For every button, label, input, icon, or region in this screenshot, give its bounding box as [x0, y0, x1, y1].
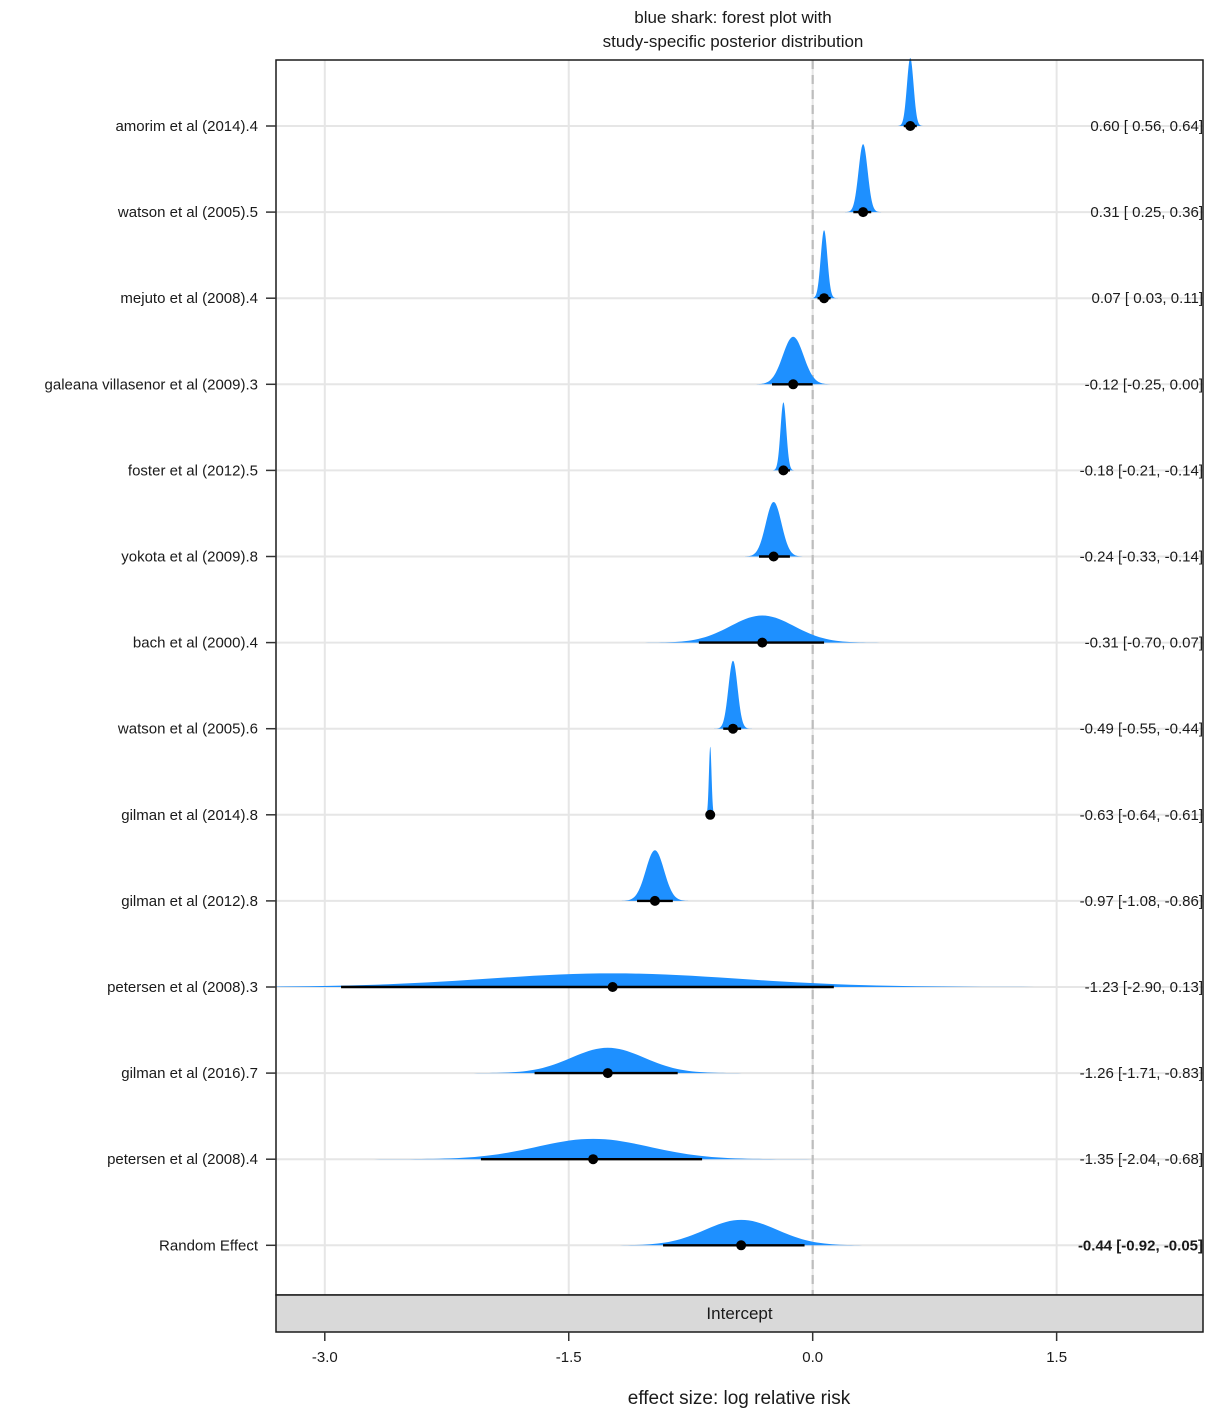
x-axis: -3.0 -1.5 0.0 1.5 [312, 1332, 1067, 1366]
density-3 [749, 336, 837, 385]
mean-point-8 [705, 809, 716, 820]
study-label-12: petersen et al (2008).4 [107, 1151, 258, 1168]
title-line-1: blue shark: forest plot with [634, 8, 831, 27]
ci-label-13: -0.44 [-0.92, -0.05] [1078, 1237, 1203, 1254]
study-label-8: gilman et al (2014).8 [121, 807, 258, 824]
ci-label-9: -0.97 [-1.08, -0.86] [1080, 893, 1203, 910]
ci-label-11: -1.26 [-1.71, -0.83] [1080, 1065, 1203, 1082]
ci-label-1: 0.31 [ 0.25, 0.36] [1090, 204, 1203, 221]
study-label-6: bach et al (2000).4 [133, 635, 258, 652]
density-0 [896, 58, 925, 126]
mean-point-4 [778, 465, 789, 476]
ci-label-6: -0.31 [-0.70, 0.07] [1085, 635, 1203, 652]
ci-label-4: -0.18 [-0.21, -0.14] [1080, 462, 1203, 479]
ci-label-8: -0.63 [-0.64, -0.61] [1080, 807, 1203, 824]
density-2 [810, 230, 839, 299]
ci-label-3: -0.12 [-0.25, 0.00] [1085, 376, 1203, 393]
study-label-0: amorim et al (2014).4 [115, 118, 258, 135]
study-label-4: foster et al (2012).5 [128, 462, 258, 479]
study-label-7: watson et al (2005).6 [117, 721, 258, 738]
x-tick-label-2: 0.0 [802, 1349, 823, 1366]
density-9 [616, 850, 694, 901]
x-tick-label-3: 1.5 [1046, 1349, 1067, 1366]
chart-title: blue shark: forest plot with study-speci… [603, 8, 864, 51]
mean-point-1 [858, 207, 869, 218]
study-label-5: yokota et al (2009).8 [121, 549, 258, 566]
mean-point-13 [736, 1240, 747, 1251]
density-4 [771, 402, 796, 471]
facet-strip: Intercept [275, 1294, 1204, 1333]
density-13 [589, 1219, 893, 1246]
study-label-11: gilman et al (2016).7 [121, 1065, 258, 1082]
mean-point-0 [905, 121, 916, 131]
study-label-13: Random Effect [159, 1237, 259, 1254]
study-labels: amorim et al (2014).4 watson et al (2005)… [45, 118, 276, 1254]
density-7 [713, 660, 753, 729]
facet-label: Intercept [706, 1304, 772, 1323]
density-1 [843, 144, 883, 213]
study-label-3: galeana villasenor et al (2009).3 [45, 376, 258, 393]
facet-strip-box [275, 1294, 1204, 1333]
density-10 [276, 973, 1141, 987]
mean-point-2 [819, 293, 830, 304]
mean-point-3 [788, 379, 799, 390]
mean-point-10 [607, 982, 618, 992]
plot-panel [276, 60, 1203, 1295]
ci-label-12: -1.35 [-2.04, -0.68] [1080, 1151, 1203, 1168]
density-8 [704, 746, 716, 815]
mean-point-5 [768, 551, 779, 562]
posterior-means [588, 121, 916, 1251]
x-tick-label-1: -1.5 [556, 1349, 582, 1366]
study-label-9: gilman et al (2012).8 [121, 893, 258, 910]
density-11 [454, 1047, 762, 1074]
ci-label-0: 0.60 [ 0.56, 0.64] [1090, 118, 1203, 135]
study-label-2: mejuto et al (2008).4 [120, 290, 258, 307]
ci-label-10: -1.23 [-2.90, 0.13] [1085, 979, 1203, 996]
mean-point-7 [727, 723, 738, 734]
density-6 [628, 615, 897, 643]
ci-labels: 0.60 [ 0.56, 0.64] 0.31 [ 0.25, 0.36] 0.07… [1078, 118, 1203, 1254]
title-line-2: study-specific posterior distribution [603, 32, 864, 51]
mean-point-9 [649, 895, 660, 906]
mean-point-12 [588, 1154, 599, 1165]
study-label-1: watson et al (2005).5 [117, 204, 258, 221]
ci-label-7: -0.49 [-0.55, -0.44] [1080, 721, 1203, 738]
study-label-10: petersen et al (2008).3 [107, 979, 258, 996]
mean-point-6 [757, 637, 768, 648]
density-12 [356, 1138, 831, 1160]
ci-label-5: -0.24 [-0.33, -0.14] [1080, 549, 1203, 566]
ci-label-2: 0.07 [ 0.03, 0.11] [1092, 290, 1203, 307]
posterior-densities [276, 58, 1141, 1246]
density-5 [740, 501, 807, 557]
mean-point-11 [602, 1068, 613, 1079]
x-axis-label: effect size: log relative risk [628, 1388, 851, 1409]
x-tick-label-0: -3.0 [312, 1349, 338, 1366]
